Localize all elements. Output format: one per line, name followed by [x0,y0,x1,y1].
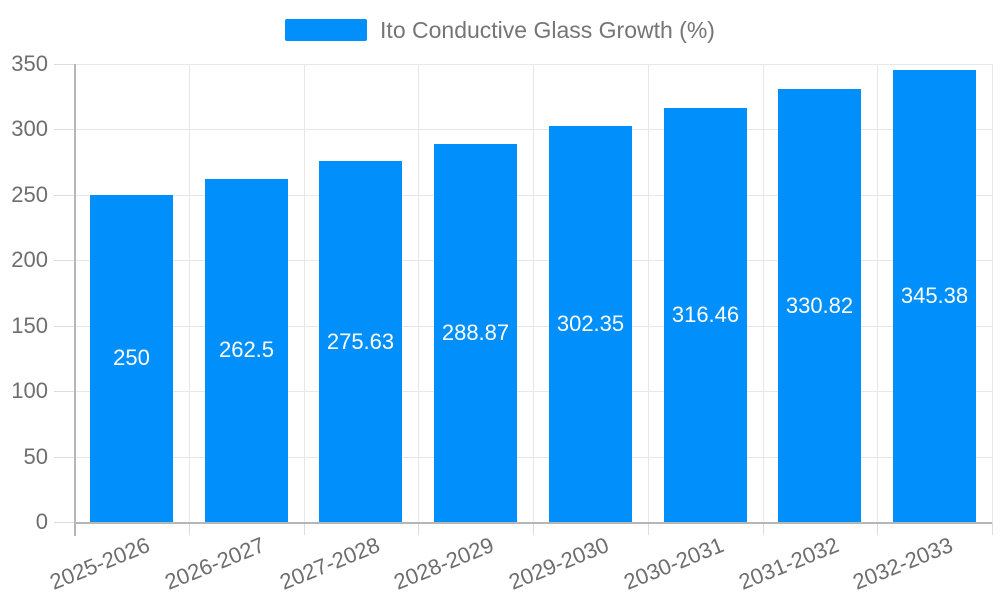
v-gridline [533,64,534,522]
bar[interactable] [664,108,747,522]
y-axis-tick [54,64,74,65]
v-gridline [992,64,993,522]
bar-value-label: 316.46 [671,302,740,327]
bar[interactable] [549,126,632,522]
x-axis-label: 2028-2029 [390,532,498,595]
y-axis-label: 250 [11,182,48,207]
legend-label: Ito Conductive Glass Growth (%) [380,17,715,43]
y-axis-tick [54,326,74,327]
y-axis-tick [54,195,74,196]
y-axis-label: 0 [35,509,48,534]
x-axis-tick [648,522,649,535]
x-axis-line [74,522,992,524]
y-axis-label: 200 [11,247,48,272]
x-axis-tick [189,522,190,535]
x-axis-label: 2031-2032 [734,532,842,595]
x-axis-label: 2029-2030 [505,532,613,595]
v-gridline [763,64,764,522]
bar[interactable] [778,89,861,522]
x-axis-tick [418,522,419,535]
v-gridline [304,64,305,522]
y-axis-line [74,64,76,536]
y-axis-tick [54,391,74,392]
y-axis-label: 150 [11,313,48,338]
y-axis-label: 300 [11,116,48,141]
bar[interactable] [319,161,402,522]
bar-value-label: 275.63 [326,329,395,354]
v-gridline [418,64,419,522]
bar-value-label: 345.38 [900,283,969,308]
bar[interactable] [205,179,288,523]
bar-value-label: 262.5 [218,337,275,362]
bar-value-label: 288.87 [441,320,510,345]
y-axis-label: 100 [11,378,48,403]
v-gridline [189,64,190,522]
v-gridline [648,64,649,522]
bar-value-label: 250 [113,345,150,370]
legend-swatch-icon [285,19,368,41]
x-axis-label: 2026-2027 [161,532,269,595]
y-axis-tick [54,457,74,458]
y-axis-label: 50 [23,444,48,469]
bar[interactable] [893,70,976,522]
bar-value-label: 302.35 [556,311,625,336]
x-axis-tick [533,522,534,535]
bar-value-label: 330.82 [785,293,854,318]
bar[interactable] [90,195,173,522]
x-axis-label: 2030-2031 [620,532,728,595]
x-axis-tick [763,522,764,535]
x-axis-label: 2027-2028 [275,532,383,595]
x-axis-label: 2025-2026 [46,532,154,595]
y-axis-tick [54,260,74,261]
bar[interactable] [434,144,517,522]
x-axis-tick [992,522,993,535]
chart-legend[interactable]: Ito Conductive Glass Growth (%) [0,17,1000,43]
v-gridline [877,64,878,522]
y-axis-tick [54,129,74,130]
x-axis-label: 2032-2033 [849,532,957,595]
y-axis-label: 350 [11,51,48,76]
x-axis-tick [304,522,305,535]
y-axis-tick [54,522,74,523]
x-axis-tick [877,522,878,535]
